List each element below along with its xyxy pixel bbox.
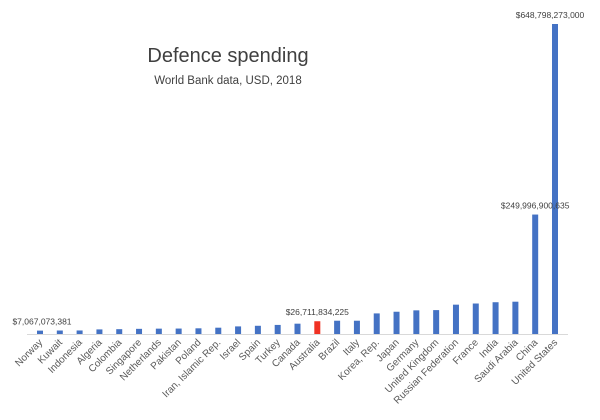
bar-united-states: [552, 24, 558, 334]
bar-algeria: [96, 329, 103, 334]
chart-title: Defence spending: [147, 45, 308, 67]
data-label: $249,996,900,635: [501, 201, 570, 211]
data-label: $7,067,073,381: [12, 317, 71, 327]
bar-netherlands: [155, 328, 162, 334]
bar-colombia: [116, 329, 123, 334]
bar-australia: [314, 321, 321, 334]
chart-subtitle: World Bank data, USD, 2018: [154, 75, 301, 87]
bar-singapore: [136, 328, 143, 334]
bar-canada: [294, 323, 301, 334]
bar-kuwait: [56, 330, 63, 334]
bar-united-kingdom: [433, 310, 440, 334]
bar-india: [492, 302, 499, 334]
bar-china: [532, 214, 539, 334]
data-label: $648,798,273,000: [516, 10, 585, 20]
bar-poland: [195, 328, 202, 334]
bar-france: [472, 303, 479, 334]
data-label: $26,711,834,225: [286, 307, 349, 317]
bar-pakistan: [175, 328, 182, 334]
bar-saudi-arabia: [512, 301, 519, 334]
bar-germany: [413, 310, 420, 334]
bar-russian-federation: [452, 304, 459, 334]
bar-spain: [254, 325, 261, 334]
bar-turkey: [274, 324, 281, 334]
x-tick-label: Brazil: [317, 337, 342, 362]
bar-japan: [393, 311, 400, 334]
bar-norway: [37, 330, 43, 334]
bar-indonesia: [76, 330, 83, 334]
bar-brazil: [334, 320, 341, 334]
bar-israel: [235, 326, 242, 334]
bar-korea-rep: [373, 313, 380, 334]
bar-iran-islamic-rep: [215, 327, 222, 334]
bar-italy: [353, 320, 360, 334]
